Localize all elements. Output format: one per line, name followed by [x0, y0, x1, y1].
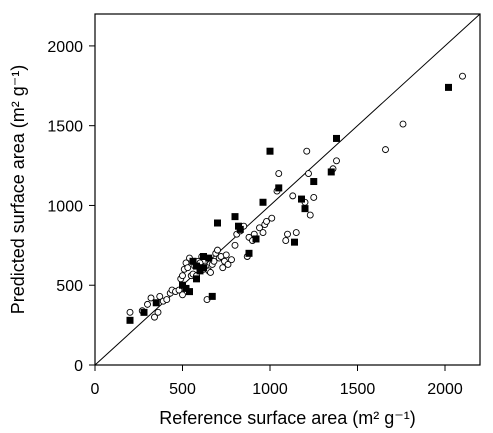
data-point-circle [310, 194, 318, 201]
data-point-circle [459, 72, 466, 80]
data-point-circle [333, 157, 340, 165]
data-point-circle [289, 192, 297, 200]
data-point-circle [282, 237, 290, 245]
data-point-circle [224, 261, 232, 268]
x-tick-label: 2000 [427, 381, 463, 398]
data-point-square [140, 308, 148, 316]
plot-frame [94, 13, 481, 366]
data-point-circle [219, 264, 227, 272]
data-point-circle [268, 214, 276, 222]
data-point-circle [292, 229, 300, 237]
data-point-square [291, 238, 298, 246]
data-point-square [245, 249, 253, 257]
data-point-circle [305, 170, 312, 177]
x-tick-label: 0 [91, 381, 100, 398]
x-tick-label: 500 [169, 381, 196, 398]
data-point-square [200, 264, 207, 272]
data-point-circle [284, 230, 291, 238]
identity-line [94, 13, 481, 366]
data-point-square [186, 288, 193, 296]
y-tick-label: 1500 [47, 119, 83, 136]
data-point-square [205, 254, 213, 262]
data-point-circle [207, 269, 214, 276]
data-point-square [310, 178, 318, 186]
y-axis: 0 500 1000 1500 2000 [47, 39, 95, 375]
data-point-circle [275, 170, 283, 177]
y-tick-label: 0 [74, 358, 83, 375]
data-point-square [126, 316, 134, 324]
data-point-square [231, 213, 239, 221]
data-point-circle [259, 229, 267, 237]
x-tick-label: 1000 [252, 381, 288, 398]
y-tick-label: 500 [56, 278, 83, 295]
data-point-circle [179, 291, 186, 299]
y-tick-label: 1000 [47, 198, 83, 215]
data-point-square [327, 168, 335, 176]
data-point-square [252, 235, 260, 243]
data-point-circle [147, 294, 155, 302]
data-point-circle [256, 224, 263, 232]
data-point-circle [184, 264, 192, 272]
data-point-square [208, 292, 216, 300]
data-point-circle [231, 241, 239, 249]
data-point-square [445, 83, 452, 91]
x-tick-label: 1500 [340, 381, 376, 398]
y-axis-title: Predicted surface area (m² g⁻¹) [8, 65, 28, 315]
x-axis: 0 500 1000 1500 2000 [91, 365, 463, 398]
data-point-square [236, 225, 244, 233]
data-point-square [301, 205, 309, 213]
data-point-square [193, 275, 200, 283]
data-point-circle [126, 308, 134, 316]
data-point-square [214, 219, 221, 227]
data-point-circle [154, 308, 162, 316]
data-point-circle [144, 300, 151, 308]
data-point-square [193, 262, 200, 270]
data-point-square [333, 134, 340, 142]
data-point-square [266, 147, 274, 155]
x-axis-title: Reference surface area (m² g⁻¹) [159, 408, 416, 428]
data-point-square [259, 198, 267, 206]
data-point-circle [179, 272, 186, 280]
data-point-circle [263, 217, 270, 225]
data-point-square [275, 184, 283, 192]
data-point-circle [382, 146, 389, 154]
data-point-circle [399, 120, 407, 128]
data-point-square [298, 195, 305, 203]
plot-area [94, 13, 481, 366]
data-point-square [189, 257, 197, 265]
data-point-circle [228, 256, 235, 264]
data-point-circle [163, 296, 171, 304]
data-point-circle [303, 147, 311, 155]
data-point-circle [151, 313, 158, 321]
y-tick-label: 2000 [47, 39, 83, 56]
data-point-square [200, 253, 207, 261]
data-point-circle [306, 211, 314, 219]
data-point-circle [222, 251, 230, 259]
data-point-square [152, 299, 160, 307]
data-points [126, 72, 466, 324]
data-point-circle [214, 246, 221, 254]
